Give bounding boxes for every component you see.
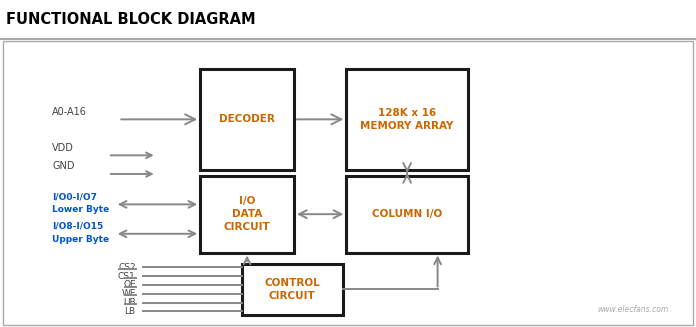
Text: GND: GND [52,161,74,171]
Text: FUNCTIONAL BLOCK DIAGRAM: FUNCTIONAL BLOCK DIAGRAM [6,12,255,27]
Bar [3,41,693,325]
Text: I/O0-I/O7: I/O0-I/O7 [52,192,97,201]
Text: CS2: CS2 [118,263,136,272]
Text: Lower Byte: Lower Byte [52,205,109,214]
Bar [346,176,468,252]
Text: CS1: CS1 [118,272,136,281]
Text: Upper Byte: Upper Byte [52,234,109,244]
Bar [346,69,468,170]
Text: CONTROL
CIRCUIT: CONTROL CIRCUIT [264,278,320,301]
Bar [0,0,696,39]
Text: www.elecfans.com: www.elecfans.com [597,305,668,314]
Text: DECODER: DECODER [219,114,275,124]
Text: 128K x 16
MEMORY ARRAY: 128K x 16 MEMORY ARRAY [361,108,454,131]
Text: I/O
DATA
CIRCUIT: I/O DATA CIRCUIT [223,196,271,232]
Text: VDD: VDD [52,143,74,153]
Bar [242,264,342,315]
Text: WE: WE [121,289,136,298]
Text: LB: LB [125,307,136,316]
Bar [200,176,294,252]
Text: UB: UB [123,298,136,307]
Text: OE: OE [123,281,136,289]
Text: I/O8-I/O15: I/O8-I/O15 [52,221,104,231]
Bar [200,69,294,170]
Text: COLUMN I/O: COLUMN I/O [372,209,442,219]
Text: A0-A16: A0-A16 [52,107,87,117]
